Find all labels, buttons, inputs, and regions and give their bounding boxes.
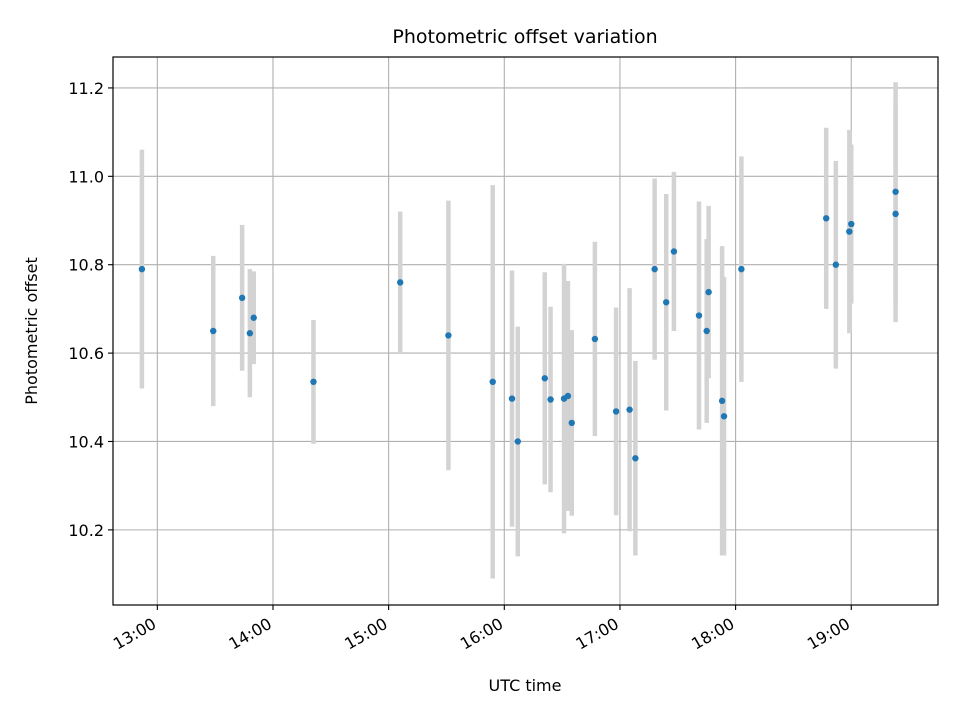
y-tick-label: 11.0 (68, 167, 104, 186)
data-point (718, 397, 726, 405)
data-point (846, 228, 853, 235)
data-points (138, 188, 899, 462)
data-point (670, 248, 678, 255)
y-tick-label: 10.2 (68, 521, 104, 540)
y-tick-label: 10.4 (68, 432, 104, 451)
x-axis-label: UTC time (489, 676, 562, 695)
data-point (651, 265, 658, 273)
data-point (310, 378, 317, 386)
grid (113, 57, 938, 605)
data-point (823, 215, 830, 222)
data-point (626, 406, 633, 413)
data-point (591, 335, 599, 343)
data-point (508, 395, 516, 402)
data-point (832, 261, 840, 268)
data-point (720, 413, 728, 420)
data-point (703, 327, 710, 335)
data-point (514, 438, 521, 445)
data-point (238, 294, 246, 302)
data-point (246, 330, 254, 337)
chart-title: Photometric offset variation (392, 26, 657, 48)
data-point (848, 220, 855, 228)
data-point (250, 314, 257, 321)
y-tick-label: 10.8 (68, 256, 104, 275)
y-tick-label: 10.6 (68, 344, 104, 363)
data-point (564, 392, 572, 400)
data-point (695, 312, 703, 319)
data-point (547, 396, 554, 403)
data-point (138, 265, 146, 273)
data-point (892, 188, 899, 195)
data-point (541, 375, 548, 382)
data-point (568, 419, 575, 427)
data-point (445, 332, 452, 339)
data-point (489, 378, 496, 386)
data-point (632, 455, 639, 462)
data-point (210, 327, 217, 335)
data-point (397, 279, 404, 286)
data-point (705, 288, 712, 296)
data-point (663, 299, 670, 306)
y-axis-label: Photometric offset (22, 257, 41, 405)
y-tick-label: 11.2 (68, 79, 104, 98)
data-point (738, 265, 745, 273)
data-point (612, 408, 620, 415)
data-point (892, 210, 899, 218)
plot-frame (112, 56, 939, 606)
